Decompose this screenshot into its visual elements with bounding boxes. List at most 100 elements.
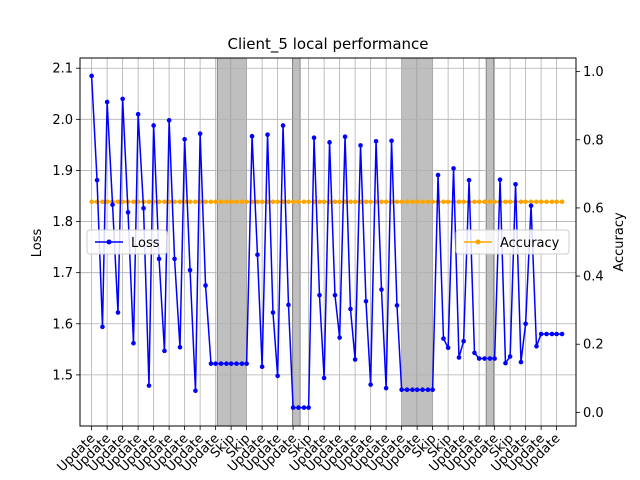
loss-point xyxy=(317,292,322,298)
loss-series xyxy=(89,73,565,410)
loss-point xyxy=(394,303,400,308)
accuracy-point xyxy=(244,199,249,205)
loss-point xyxy=(430,387,435,393)
loss-point xyxy=(296,405,301,410)
loss-point xyxy=(445,345,451,351)
accuracy-point xyxy=(430,199,435,205)
loss-point xyxy=(255,252,260,258)
loss-point xyxy=(332,292,338,298)
accuracy-point xyxy=(554,199,559,205)
loss-point xyxy=(441,336,446,341)
accuracy-point xyxy=(394,199,400,205)
loss-point xyxy=(275,373,280,379)
loss-point xyxy=(420,387,425,393)
loss-point xyxy=(544,331,549,337)
legend-accuracy-label: Accuracy xyxy=(500,236,560,251)
accuracy-point xyxy=(549,199,555,205)
right-tick-label: 0.8 xyxy=(583,133,604,148)
loss-point xyxy=(534,343,539,349)
loss-point xyxy=(131,340,136,346)
skip-span xyxy=(401,57,418,427)
loss-point xyxy=(234,361,239,366)
left-tick-label: 1.8 xyxy=(52,215,73,230)
loss-point xyxy=(125,210,131,215)
loss-point xyxy=(461,338,466,344)
left-tick-label: 1.7 xyxy=(52,266,73,281)
loss-point xyxy=(224,361,229,366)
plot-frame xyxy=(79,57,577,427)
loss-point xyxy=(182,136,187,142)
accuracy-point xyxy=(317,199,322,205)
accuracy-point xyxy=(234,199,239,205)
accuracy-point xyxy=(218,199,224,205)
accuracy-point xyxy=(208,199,214,205)
accuracy-point xyxy=(410,199,415,205)
loss-point xyxy=(177,344,183,350)
loss-point xyxy=(172,256,177,262)
accuracy-point xyxy=(306,199,311,205)
accuracy-point xyxy=(482,199,487,205)
right-tick-label: 1.0 xyxy=(583,65,604,80)
loss-point xyxy=(435,172,441,178)
loss-point xyxy=(110,202,115,207)
accuracy-point xyxy=(89,199,94,205)
loss-point xyxy=(373,139,379,144)
accuracy-point xyxy=(441,199,446,205)
accuracy-point xyxy=(487,199,493,205)
accuracy-point xyxy=(321,199,327,205)
accuracy-point xyxy=(286,199,291,205)
right-axis-label: Accuracy xyxy=(612,212,627,272)
loss-point xyxy=(466,177,472,183)
accuracy-point xyxy=(332,199,338,205)
left-tick-label: 2.0 xyxy=(52,113,73,128)
loss-point xyxy=(162,348,167,354)
loss-point xyxy=(151,123,156,128)
loss-point xyxy=(203,283,208,288)
loss-point xyxy=(249,133,255,139)
accuracy-point xyxy=(528,199,534,205)
accuracy-point xyxy=(104,199,110,205)
loss-point xyxy=(410,387,415,393)
left-tick-label: 1.5 xyxy=(52,368,73,383)
accuracy-point xyxy=(296,199,301,205)
accuracy-point xyxy=(224,199,229,205)
loss-point xyxy=(218,361,224,366)
loss-point xyxy=(306,405,311,410)
loss-point xyxy=(156,256,162,262)
accuracy-point xyxy=(456,199,462,205)
loss-point xyxy=(352,357,358,362)
loss-point xyxy=(425,387,431,393)
accuracy-point xyxy=(115,199,121,205)
accuracy-point xyxy=(213,199,218,205)
accuracy-point xyxy=(120,199,125,205)
loss-point xyxy=(146,383,152,388)
right-tick-label: 0.4 xyxy=(583,270,604,285)
accuracy-point xyxy=(472,199,477,205)
loss-point xyxy=(513,181,518,187)
loss-point xyxy=(120,96,125,102)
accuracy-point xyxy=(507,199,513,205)
skip-span xyxy=(216,57,232,427)
loss-point xyxy=(270,310,276,315)
loss-point xyxy=(507,354,513,359)
accuracy-point xyxy=(461,199,466,205)
loss-point xyxy=(559,331,565,337)
accuracy-point xyxy=(445,199,451,205)
legend-loss-label: Loss xyxy=(131,236,160,251)
loss-point xyxy=(141,205,146,211)
loss-point xyxy=(197,131,203,136)
loss-point xyxy=(404,387,410,393)
loss-point xyxy=(321,375,327,381)
accuracy-point xyxy=(503,199,508,205)
loss-point xyxy=(538,331,544,337)
loss-point xyxy=(104,99,110,105)
loss-point xyxy=(301,405,307,410)
legend-accuracy: Accuracy xyxy=(455,229,570,255)
loss-point xyxy=(115,310,121,315)
skip-span xyxy=(416,57,433,427)
accuracy-point xyxy=(270,199,276,205)
loss-point xyxy=(554,331,559,337)
loss-point xyxy=(327,140,332,145)
loss-point xyxy=(193,388,198,394)
loss-point xyxy=(208,361,214,366)
